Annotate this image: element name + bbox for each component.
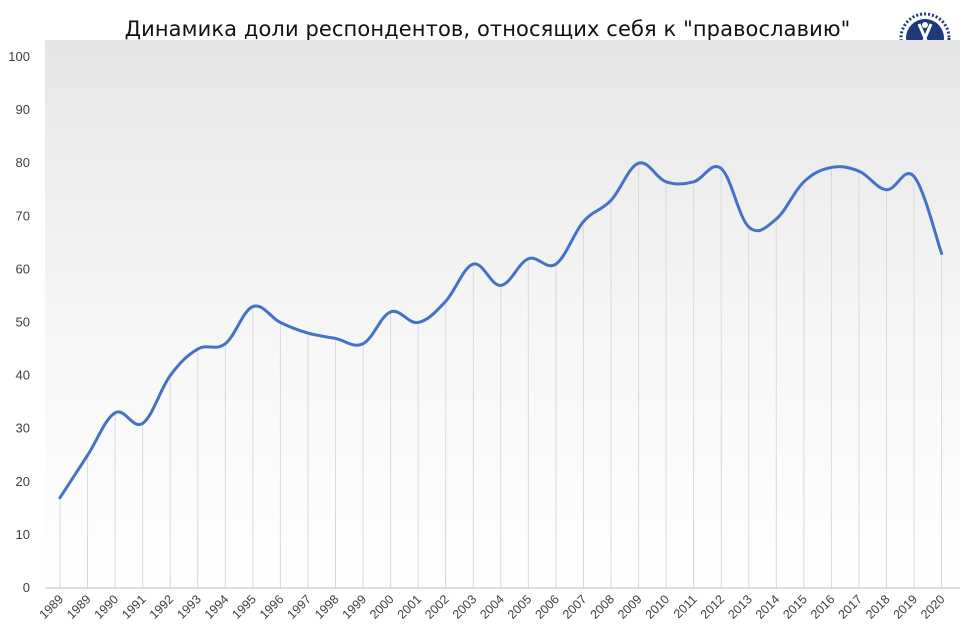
x-tick-label: 2017 <box>836 592 866 622</box>
x-tick-label: 2003 <box>450 592 480 622</box>
x-tick-label: 1990 <box>92 592 122 622</box>
x-tick-label: 1989 <box>37 592 67 622</box>
y-tick-label: 80 <box>16 155 30 170</box>
y-tick-label: 50 <box>16 315 30 330</box>
y-tick-label: 10 <box>16 527 30 542</box>
y-tick-label: 40 <box>16 368 30 383</box>
x-tick-label: 2006 <box>532 592 562 622</box>
y-tick-label: 90 <box>16 102 30 117</box>
x-tick-label: 2008 <box>588 592 618 622</box>
x-tick-label: 1995 <box>229 592 259 622</box>
x-tick-label: 1992 <box>147 592 177 622</box>
x-tick-label: 2004 <box>477 592 507 622</box>
x-tick-label: 2019 <box>891 592 921 622</box>
chart-title: Динамика доли респондентов, относящих се… <box>124 17 851 41</box>
x-tick-label: 2013 <box>725 592 755 622</box>
x-tick-label: 2014 <box>753 592 783 622</box>
x-tick-label: 1993 <box>174 592 204 622</box>
x-tick-label: 2015 <box>780 592 810 622</box>
x-tick-label: 2016 <box>808 592 838 622</box>
y-tick-label: 100 <box>8 49 30 64</box>
x-tick-label: 2007 <box>560 592 590 622</box>
x-tick-label: 1996 <box>257 592 287 622</box>
x-tick-label: 2002 <box>422 592 452 622</box>
y-tick-label: 0 <box>23 580 30 595</box>
x-tick-label: 2011 <box>671 592 700 621</box>
x-tick-label: 1994 <box>202 592 232 622</box>
x-tick-label: 2012 <box>698 592 728 622</box>
y-tick-label: 60 <box>16 261 30 276</box>
x-tick-label: 2001 <box>395 592 425 622</box>
plot-background <box>45 40 960 588</box>
x-tick-label: 1998 <box>312 592 342 622</box>
y-tick-label: 70 <box>16 208 30 223</box>
x-tick-label: 2018 <box>863 592 893 622</box>
y-tick-label: 30 <box>16 421 30 436</box>
x-tick-label: 2005 <box>505 592 535 622</box>
x-tick-label: 2009 <box>615 592 645 622</box>
y-tick-label: 20 <box>16 474 30 489</box>
x-tick-label: 1989 <box>64 592 94 622</box>
x-tick-label: 2000 <box>367 592 397 622</box>
x-tick-label: 2020 <box>918 592 948 622</box>
series-line <box>58 161 944 500</box>
x-tick-label: 1991 <box>119 592 149 622</box>
x-tick-label: 1999 <box>340 592 370 622</box>
x-tick-label: 1997 <box>285 592 315 622</box>
x-tick-label: 2010 <box>643 592 673 622</box>
